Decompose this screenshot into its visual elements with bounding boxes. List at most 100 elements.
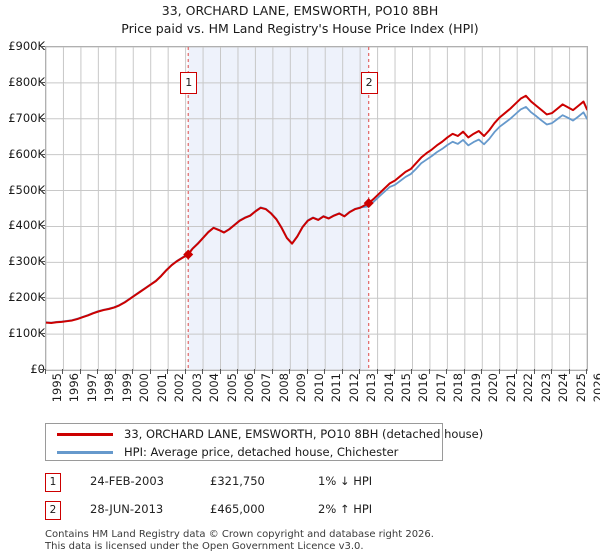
x-axis-tick (271, 369, 273, 374)
x-axis-tick-label: 2010 (311, 373, 326, 403)
x-axis-tick (114, 369, 116, 374)
x-axis-tick (411, 369, 413, 374)
x-axis-tick (324, 369, 326, 374)
x-axis-tick-label: 1996 (67, 373, 82, 403)
x-axis-tick-label: 2024 (556, 373, 571, 403)
legend-label: 33, ORCHARD LANE, EMSWORTH, PO10 8BH (de… (124, 427, 484, 441)
footer-line2: This data is licensed under the Open Gov… (45, 541, 364, 552)
y-axis-tick (40, 369, 45, 370)
y-axis-tick (40, 225, 45, 227)
transaction-point (183, 249, 194, 260)
chart-plot-area (45, 46, 588, 371)
transaction-date: 24-FEB-2003 (90, 474, 164, 488)
chart-marker-2[interactable]: 2 (360, 72, 378, 94)
y-axis-tick-label: £800K (8, 74, 45, 89)
footer-line1: Contains HM Land Registry data © Crown c… (45, 529, 434, 540)
y-axis-tick-label: £500K (8, 182, 45, 197)
x-axis-tick (516, 369, 518, 374)
y-axis-tick (40, 261, 45, 263)
x-axis-tick-label: 2005 (224, 373, 239, 403)
x-axis-tick-label: 2022 (521, 373, 536, 403)
x-axis-tick-label: 2017 (433, 373, 448, 403)
x-axis-tick-label: 2002 (172, 373, 187, 403)
x-axis-tick-label: 2021 (503, 373, 518, 403)
x-axis-tick-label: 1997 (84, 373, 99, 403)
x-axis-tick-label: 2019 (468, 373, 483, 403)
x-axis-tick (446, 369, 448, 374)
chart-title-line2: Price paid vs. HM Land Registry's House … (121, 21, 479, 36)
transaction-price: £465,000 (210, 502, 265, 516)
price-paid-series (46, 94, 587, 324)
y-axis-tick-label: £300K (8, 254, 45, 269)
x-axis-tick (341, 369, 343, 374)
x-axis-tick-label: 2023 (538, 373, 553, 403)
transaction-hpi-delta: 1% ↓ HPI (318, 474, 373, 488)
x-axis-tick (79, 369, 81, 374)
x-axis-tick (62, 369, 64, 374)
x-axis-tick (202, 369, 204, 374)
x-axis-tick (481, 369, 483, 374)
y-axis-tick (40, 46, 45, 47)
y-axis-tick-label: £600K (8, 146, 45, 161)
x-axis-tick (463, 369, 465, 374)
y-axis-tick (40, 189, 45, 191)
x-axis-tick (568, 369, 570, 374)
x-axis-tick (289, 369, 291, 374)
transaction-date: 28-JUN-2013 (90, 502, 164, 516)
transaction-price: £321,750 (210, 474, 265, 488)
x-axis-tick (359, 369, 361, 374)
x-axis-tick-label: 2016 (416, 373, 431, 403)
x-axis-tick (394, 369, 396, 374)
x-axis-tick (167, 369, 169, 374)
y-axis-tick (40, 297, 45, 299)
footer-attribution: Contains HM Land Registry data © Crown c… (45, 529, 585, 553)
x-axis-tick-label: 2000 (137, 373, 152, 403)
chart-canvas (46, 47, 587, 370)
x-axis-tick (551, 369, 553, 374)
x-axis-tick (45, 369, 46, 374)
x-axis-tick-label: 2011 (329, 373, 344, 403)
y-axis-tick-label: £100K (8, 326, 45, 341)
x-axis-tick (97, 369, 99, 374)
legend-item: 33, ORCHARD LANE, EMSWORTH, PO10 8BH (de… (46, 425, 483, 444)
highlight-band (188, 47, 369, 370)
x-axis-tick-label: 1995 (50, 373, 64, 403)
y-axis-tick-label: £900K (8, 39, 45, 53)
x-axis-tick-label: 2025 (573, 373, 588, 403)
x-axis-tick (254, 369, 256, 374)
x-axis-tick-label: 2013 (364, 373, 379, 403)
x-axis-tick (236, 369, 238, 374)
x-axis-tick-label: 2004 (207, 373, 222, 403)
x-axis-tick (376, 369, 378, 374)
x-axis-tick-label: 2006 (241, 373, 256, 403)
x-axis-tick-label: 1999 (119, 373, 134, 403)
y-axis-tick (40, 117, 45, 119)
chart-marker-1[interactable]: 1 (180, 72, 198, 94)
x-axis-tick-label: 2003 (189, 373, 204, 403)
y-axis-tick-label: £200K (8, 290, 45, 305)
x-axis-tick-label: 1998 (102, 373, 117, 403)
x-axis-tick-label: 2007 (259, 373, 274, 403)
y-axis-tick (40, 153, 45, 155)
y-axis-tick (40, 333, 45, 335)
chart-title-line1: 33, ORCHARD LANE, EMSWORTH, PO10 8BH (161, 3, 439, 18)
transaction-index-badge: 1 (45, 473, 61, 492)
x-axis-tick-label: 2020 (486, 373, 501, 403)
x-axis-tick (184, 369, 186, 374)
y-axis-tick-label: £0 (30, 362, 45, 376)
transaction-index-badge: 2 (45, 501, 61, 520)
x-axis-tick-label: 2015 (399, 373, 414, 403)
x-axis-tick-label: 2009 (294, 373, 309, 403)
legend-swatch (57, 433, 113, 436)
x-axis-tick (219, 369, 221, 374)
x-axis-tick-label: 2012 (346, 373, 361, 403)
transaction-row[interactable]: 1 24-FEB-2003 £321,750 1% ↓ HPI (45, 473, 465, 495)
transaction-hpi-delta: 2% ↑ HPI (318, 502, 373, 516)
transaction-row[interactable]: 2 28-JUN-2013 £465,000 2% ↑ HPI (45, 501, 465, 523)
legend-item: HPI: Average price, detached house, Chic… (46, 443, 442, 462)
y-axis-tick (40, 81, 45, 83)
y-axis-tick-label: £700K (8, 110, 45, 125)
y-axis-tick-label: £400K (8, 218, 45, 233)
x-axis-tick (132, 369, 134, 374)
x-axis-tick (533, 369, 535, 374)
